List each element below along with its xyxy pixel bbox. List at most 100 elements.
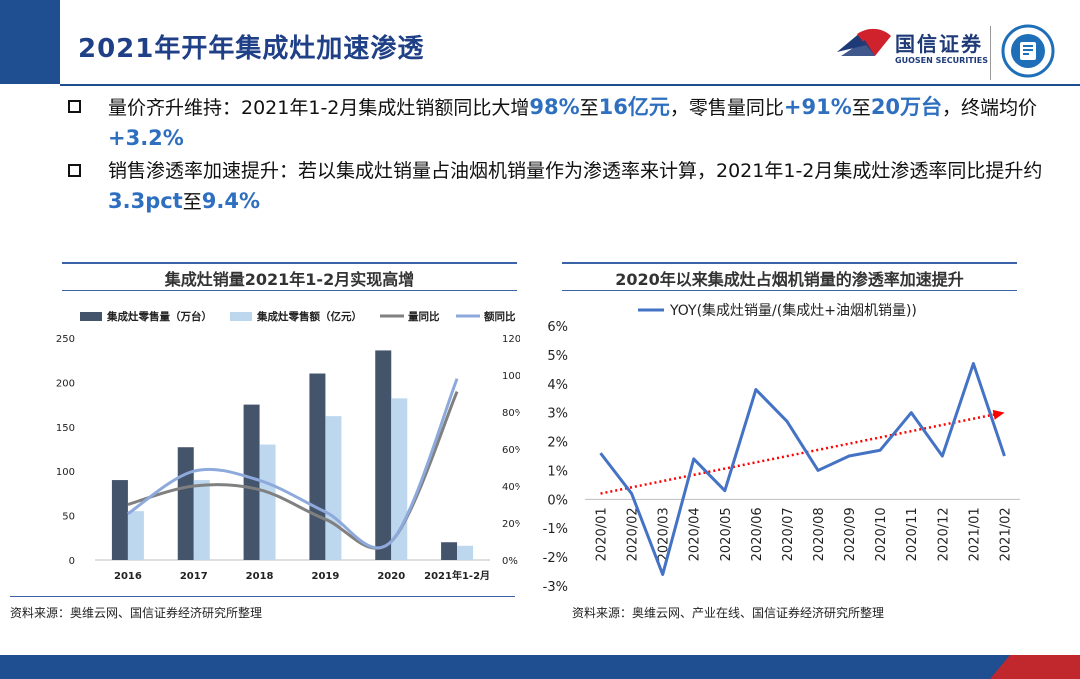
page-title: 2021年开年集成灶加速渗透 (78, 34, 425, 64)
bullet-square-icon (68, 164, 81, 177)
bullet-penetration: 销售渗透率加速提升：若以集成灶销量占油烟机销量作为渗透率来计算，2021年1-2… (64, 156, 1044, 217)
y-axis-tick-label: 3% (547, 407, 568, 422)
x-axis-tick-label: 2020/02 (626, 507, 641, 561)
bar-value (259, 444, 276, 560)
y-axis-tick-label: 50 (62, 512, 75, 523)
y-axis-tick-label: -1% (543, 522, 568, 537)
bar-value (457, 545, 474, 560)
company-logo: 国信证券 GUOSEN SECURITIES (835, 22, 1075, 82)
y-axis-tick-label: 0 (69, 556, 75, 567)
highlight-value: 98% (529, 95, 580, 119)
x-axis-tick-label: 2020/09 (843, 507, 858, 561)
x-axis-tick-label: 2020/03 (657, 507, 672, 561)
logo-divider (990, 26, 991, 80)
x-axis-tick-label: 2020 (377, 571, 405, 582)
legend-label: 集成灶零售额（亿元） (256, 310, 362, 323)
legend-label: YOY(集成灶销量/(集成灶+油烟机销量)) (669, 302, 917, 319)
x-axis-tick-label: 2020/08 (812, 507, 827, 561)
highlight-value: 16亿元 (598, 95, 670, 119)
x-axis-tick-label: 2020/04 (688, 507, 703, 561)
text-run: 销售渗透率加速提升：若以集成灶销量占油烟机销量作为渗透率来计算，2021年1-2… (108, 160, 1043, 182)
x-axis-tick-label: 2016 (114, 571, 142, 582)
page-header: 2021年开年集成灶加速渗透 国信证券 GUOSEN SECURITIES (0, 0, 1080, 90)
x-axis-tick-label: 2020/07 (781, 507, 796, 561)
text-run: 至 (851, 97, 871, 119)
x-axis-tick-label: 2017 (180, 571, 208, 582)
text-run: 量价齐升维持：2021年1-2月集成灶销额同比大增 (108, 97, 530, 119)
y-axis-tick-label: 200 (56, 378, 75, 389)
line-value-yoy (127, 378, 459, 550)
x-axis-tick-label: 2020/10 (874, 507, 889, 561)
y-axis-tick-label: 100 (56, 467, 75, 478)
trend-arrow-icon (992, 409, 1005, 420)
bar-volume (243, 404, 260, 560)
text-run: ，终端均价 (942, 97, 1038, 119)
y-axis-tick-label: 1% (547, 464, 568, 479)
header-accent-bar (0, 0, 60, 84)
research-institute-seal-icon (1001, 24, 1055, 78)
x-axis-tick-label: 2019 (311, 571, 339, 582)
text-run: 至 (579, 97, 599, 119)
line-volume-yoy (127, 391, 459, 550)
header-divider (60, 84, 1080, 86)
right-line-chart: YOY(集成灶销量/(集成灶+油烟机销量)) -3% -2% -1% 0% 1% 2% 3% 4… (543, 302, 1020, 595)
y-axis-tick-label: -3% (543, 580, 568, 595)
y-axis-tick-label: 2% (547, 436, 568, 451)
legend-label: 量同比 (408, 310, 440, 323)
bar-volume (441, 542, 458, 560)
bar-volume (177, 447, 194, 560)
line-yoy-penetration (599, 362, 1006, 576)
y-axis-tick-label: 150 (56, 423, 75, 434)
text-run: 至 (182, 191, 202, 213)
bar-value (127, 511, 144, 560)
left-chart-bottom-rule (10, 596, 515, 597)
y-axis-tick-label: 6% (547, 320, 568, 335)
y-axis-tick-label: -2% (543, 551, 568, 566)
y2-axis-tick-label: 60% (502, 445, 520, 456)
right-chart-title: 2020年以来集成灶占烟机销量的渗透率加速提升 (615, 270, 964, 289)
x-axis-tick-label: 2021年1-2月 (424, 569, 490, 582)
highlight-value: 9.4% (201, 189, 260, 213)
bullet-text: 销售渗透率加速提升：若以集成灶销量占油烟机销量作为渗透率来计算，2021年1-2… (108, 160, 1042, 213)
legend-label: 集成灶零售量（万台） (106, 310, 212, 323)
logo-name: 国信证券 (895, 32, 983, 56)
bullet-price-volume: 量价齐升维持：2021年1-2月集成灶销额同比大增98%至16亿元，零售量同比+… (64, 92, 1044, 154)
left-chart-title-rule (62, 290, 517, 291)
right-chart-source: 资料来源：奥维云网、产业在线、国信证券经济研究所整理 (572, 606, 885, 620)
y-axis-tick-label: 4% (547, 378, 568, 393)
left-chart-source: 资料来源：奥维云网、国信证券经济研究所整理 (10, 606, 263, 620)
y2-axis-tick-label: 100% (502, 371, 520, 382)
x-axis-tick-label: 2021/01 (967, 507, 982, 561)
highlight-value: 3.3pct (108, 189, 183, 213)
left-chart-top-rule (62, 262, 517, 264)
bar-value (325, 416, 342, 560)
y2-axis-tick-label: 40% (502, 482, 520, 493)
x-axis-tick-label: 2020/05 (719, 507, 734, 561)
x-axis-tick-label: 2018 (246, 571, 274, 582)
highlight-value: +91% (783, 95, 852, 119)
x-axis-tick-label: 2020/06 (750, 507, 765, 561)
left-chart-title: 集成灶销量2021年1-2月实现高增 (164, 270, 415, 289)
y2-axis-tick-label: 120% (502, 334, 520, 345)
y-axis-tick-label: 250 (56, 334, 75, 345)
y-axis-tick-label: 0% (547, 493, 568, 508)
logo-english-name: GUOSEN SECURITIES (895, 56, 988, 65)
bar-volume (375, 350, 392, 560)
highlight-value: 20万台 (870, 95, 943, 119)
x-axis-tick-label: 2021/02 (998, 507, 1013, 561)
guosen-flag-icon (837, 28, 891, 56)
key-points: 量价齐升维持：2021年1-2月集成灶销额同比大增98%至16亿元，零售量同比+… (64, 92, 1044, 219)
legend-label: 额同比 (483, 310, 516, 323)
bar-value (193, 480, 210, 560)
x-axis-tick-label: 2020/12 (936, 507, 951, 561)
left-bar-line-chart: 集成灶零售量（万台） 集成灶零售额（亿元） 量同比 额同比 0 50 100 150 200 25… (56, 310, 520, 582)
right-chart-title-rule (562, 290, 1017, 291)
footer-band (0, 655, 1080, 679)
y2-axis-tick-label: 80% (502, 408, 520, 419)
bullet-square-icon (68, 100, 81, 113)
bar-volume (309, 373, 326, 560)
y2-axis-tick-label: 20% (502, 519, 520, 530)
x-axis-tick-label: 2020/11 (905, 507, 920, 561)
bullet-text: 量价齐升维持：2021年1-2月集成灶销额同比大增98%至16亿元，零售量同比+… (108, 95, 1038, 150)
highlight-value: +3.2% (108, 126, 184, 150)
